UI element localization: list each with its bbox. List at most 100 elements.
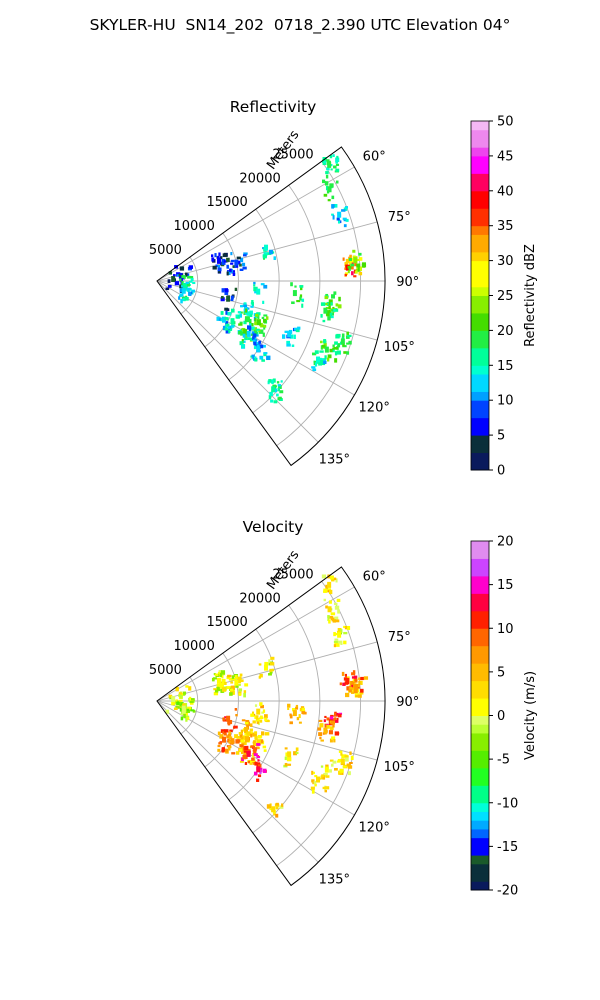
- colorbar-tick-label: 20: [497, 535, 514, 550]
- echo-pixel: [276, 381, 280, 384]
- echo-pixel: [241, 719, 246, 722]
- colorbar-swatch: [471, 260, 489, 270]
- echo-pixel: [314, 775, 318, 778]
- echo-cluster: [310, 770, 330, 794]
- echo-pixel: [269, 249, 273, 255]
- echo-pixel: [178, 692, 182, 695]
- colorbar-swatch: [471, 408, 489, 419]
- echo-pixel: [345, 258, 350, 264]
- echo-cluster: [226, 732, 242, 755]
- echo-pixel: [360, 676, 365, 681]
- echo-pixel: [291, 301, 295, 305]
- echo-pixel: [346, 625, 351, 630]
- echo-pixel: [249, 310, 253, 315]
- echo-pixel: [225, 310, 228, 315]
- echo-pixel: [351, 687, 356, 690]
- echo-pixel: [250, 733, 253, 738]
- echo-pixel: [295, 706, 299, 710]
- echo-pixel: [236, 735, 241, 739]
- colorbar-swatch: [471, 347, 489, 358]
- echo-pixel: [330, 714, 334, 717]
- echo-pixel: [335, 578, 338, 583]
- echo-pixel: [224, 291, 229, 295]
- colorbar-tick-label: 5: [497, 665, 505, 680]
- echo-pixel: [339, 768, 344, 773]
- echo-cluster: [250, 702, 270, 726]
- echo-pixel: [322, 786, 326, 790]
- echo-pixel: [255, 736, 258, 741]
- echo-core: [323, 307, 328, 314]
- echo-core: [287, 331, 292, 338]
- azimuth-gridline: [156, 280, 319, 443]
- echo-pixel: [344, 626, 349, 630]
- echo-pixel: [278, 384, 281, 389]
- echo-pixel: [191, 292, 194, 295]
- echo-pixel: [341, 209, 346, 212]
- echo-pixel: [264, 714, 268, 719]
- echo-pixel: [248, 318, 252, 323]
- echo-pixel: [320, 313, 323, 318]
- echo-pixel: [329, 155, 333, 159]
- echo-pixel: [330, 168, 333, 171]
- echo-pixel: [278, 398, 283, 402]
- reflectivity-panel: Reflectivity 5000 10000 15000 20000 25000 60° 7…: [149, 98, 538, 479]
- echo-pixel: [284, 747, 288, 750]
- echo-pixel: [335, 161, 338, 164]
- echo-core: [345, 677, 350, 684]
- echo-pixel: [327, 316, 331, 321]
- echo-pixel: [343, 207, 348, 211]
- echo-pixel: [242, 333, 246, 338]
- echo-pixel: [254, 715, 257, 719]
- echo-pixel: [230, 252, 233, 256]
- echo-pixel: [292, 707, 296, 712]
- echo-pixel: [268, 379, 272, 383]
- echo-pixel: [272, 378, 276, 383]
- echo-pixel: [259, 769, 262, 774]
- echo-cluster: [281, 326, 301, 347]
- echo-pixel: [286, 757, 292, 762]
- echo-pixel: [232, 272, 236, 277]
- echo-pixel: [243, 754, 248, 760]
- echo-pixel: [168, 271, 172, 275]
- echo-pixel: [329, 716, 334, 721]
- echo-pixel: [239, 257, 244, 263]
- echo-pixel: [272, 251, 275, 254]
- echo-pixel: [184, 296, 189, 301]
- echo-pixel: [357, 684, 360, 688]
- echo-pixel: [322, 319, 326, 323]
- echo-pixel: [180, 695, 183, 699]
- echo-pixel: [337, 713, 342, 718]
- echo-pixel: [281, 803, 284, 807]
- colorbar-swatch: [471, 356, 489, 366]
- echo-pixel: [257, 759, 260, 762]
- echo-pixel: [181, 275, 186, 279]
- echo-pixel: [348, 268, 351, 271]
- echo-pixel: [190, 277, 194, 282]
- echo-pixel: [348, 340, 352, 345]
- echo-pixel: [325, 584, 329, 589]
- echo-core: [340, 338, 345, 345]
- colorbar-swatch: [471, 881, 489, 891]
- colorbar-swatch: [471, 846, 489, 856]
- echo-pixel: [351, 672, 356, 676]
- echo-pixel: [244, 311, 248, 315]
- colorbar-tick-label: -15: [497, 840, 518, 855]
- echo-pixel: [325, 306, 330, 310]
- echo-core: [244, 726, 249, 733]
- echo-pixel: [189, 696, 192, 700]
- colorbar-swatch: [471, 400, 489, 410]
- echo-pixel: [253, 281, 256, 285]
- echo-pixel: [264, 661, 269, 666]
- echo-core: [226, 295, 231, 302]
- echo-pixel: [271, 668, 275, 672]
- echo-pixel: [256, 756, 261, 759]
- echo-core: [324, 346, 329, 353]
- echo-pixel: [240, 331, 243, 336]
- echo-pixel: [217, 264, 221, 269]
- echo-pixel: [336, 350, 341, 355]
- echo-pixel: [167, 284, 172, 288]
- echo-pixel: [325, 293, 329, 297]
- colorbar-swatch: [471, 164, 489, 174]
- echo-pixel: [268, 395, 272, 400]
- echo-pixel: [323, 360, 327, 364]
